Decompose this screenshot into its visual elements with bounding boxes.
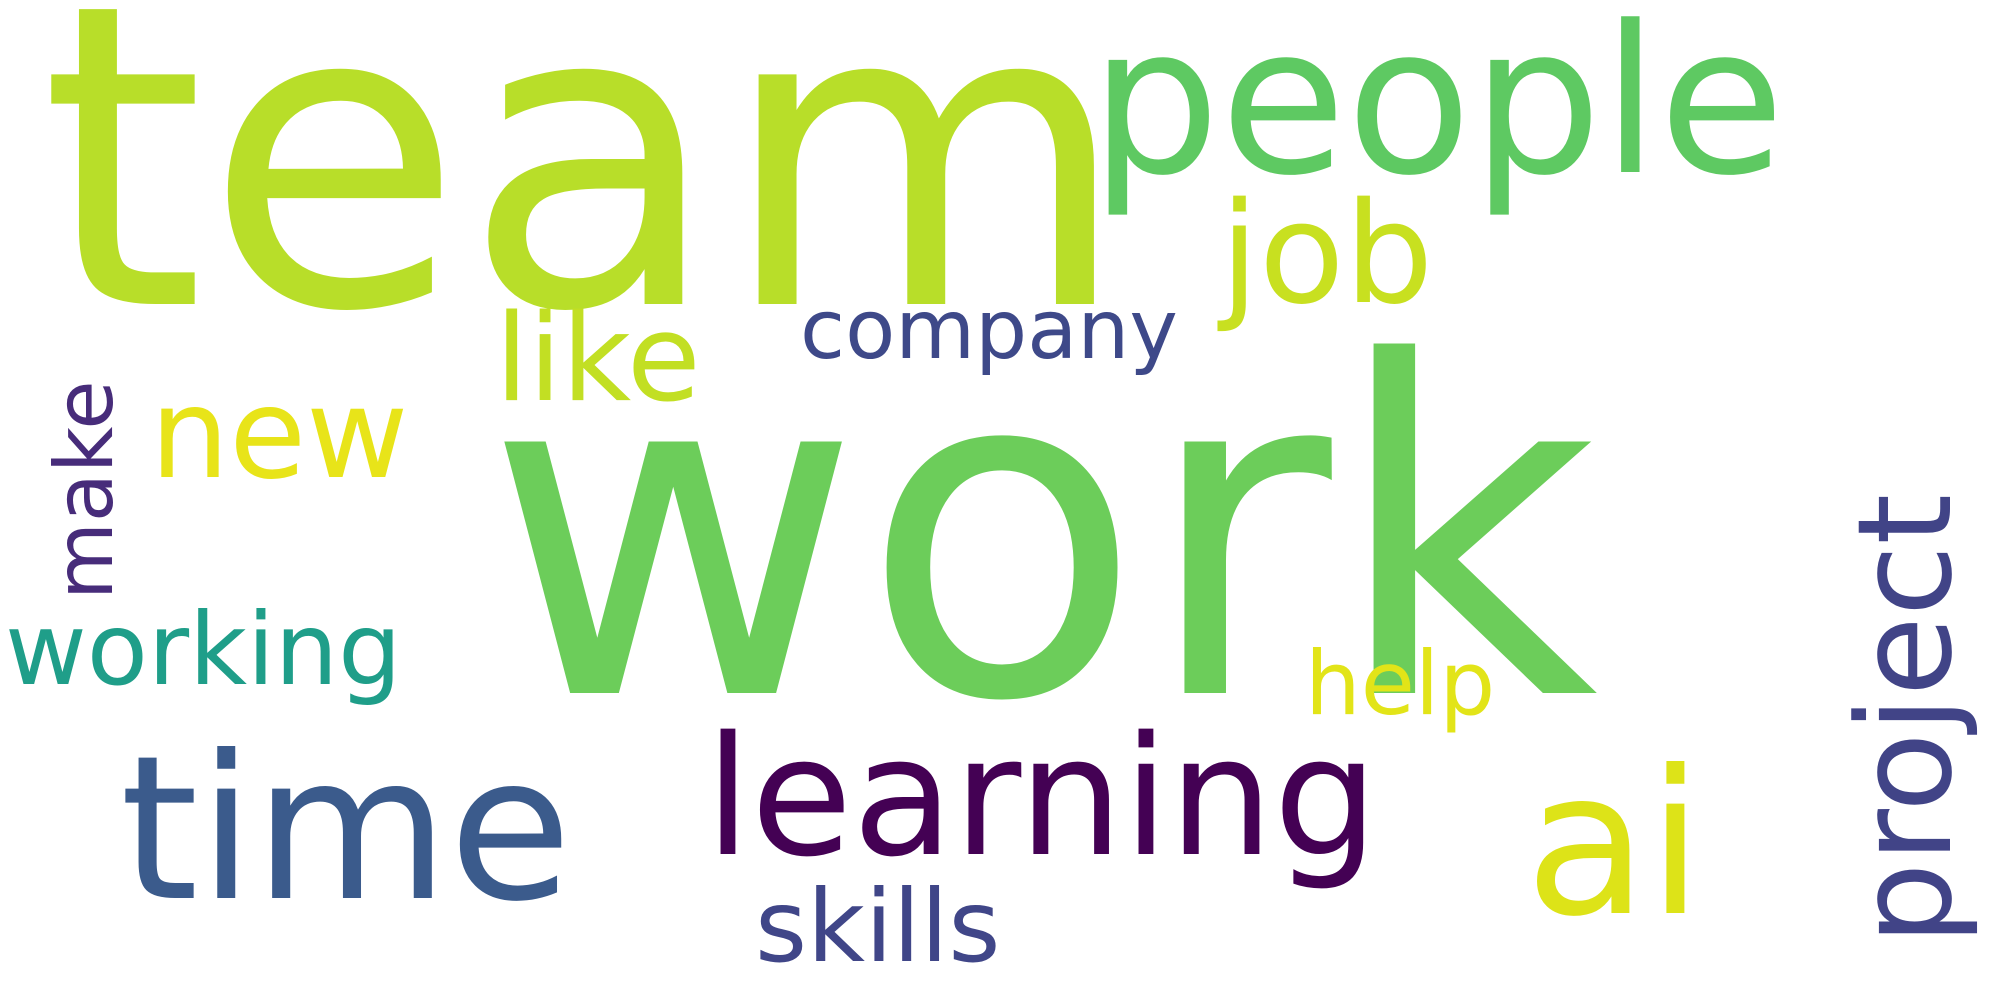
word-help: help bbox=[1305, 632, 1496, 735]
word-time: time bbox=[120, 713, 572, 946]
word-team: team bbox=[40, 0, 1130, 404]
word-work: work bbox=[485, 267, 1599, 802]
word-working: working bbox=[5, 591, 402, 708]
word-project: project bbox=[1829, 493, 1981, 945]
word-ai: ai bbox=[1525, 728, 1704, 961]
word-make: make bbox=[38, 380, 131, 600]
word-skills: skills bbox=[755, 868, 1001, 985]
word-learning: learning bbox=[705, 701, 1379, 893]
word-like: like bbox=[495, 290, 701, 429]
word-people: people bbox=[1090, 0, 1785, 221]
word-job: job bbox=[1220, 173, 1434, 336]
word-company: company bbox=[800, 283, 1178, 378]
word-new: new bbox=[150, 362, 409, 507]
